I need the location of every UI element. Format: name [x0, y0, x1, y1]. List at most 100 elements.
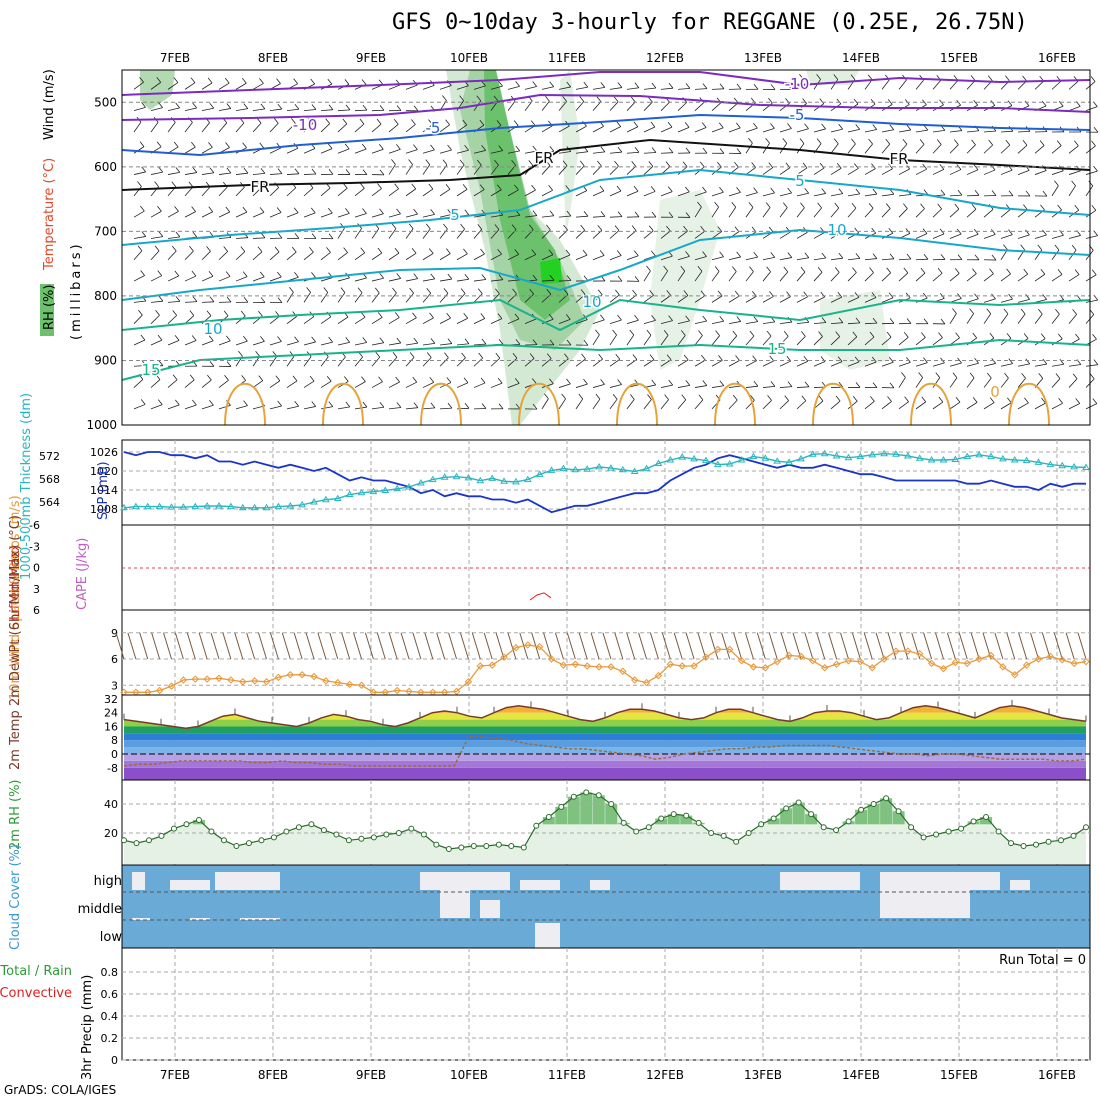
- rh2m-point: [233, 843, 240, 850]
- wind10m-point: [868, 664, 876, 672]
- wind10m-panel-frame: [121, 609, 1091, 696]
- wind-barb: [150, 236, 163, 239]
- rh2m-point: [295, 824, 302, 831]
- wind-barb-flag: [749, 330, 755, 337]
- wind-barb: [966, 233, 979, 239]
- wind-barb-flag: [240, 246, 246, 252]
- wind-barb: [694, 102, 705, 111]
- wind-barb-flag: [498, 145, 504, 151]
- rh2m-point: [283, 828, 290, 835]
- wind-barb-flag: [852, 395, 858, 402]
- wind-barb-flag: [921, 332, 926, 338]
- wind-barb: [184, 275, 197, 282]
- wind-barb: [915, 208, 925, 218]
- wind-barb: [779, 128, 792, 133]
- wind-barb: [218, 340, 231, 346]
- wind10m-barb: [163, 632, 172, 660]
- thickness-point: [927, 456, 936, 463]
- wind-barb: [1017, 298, 1030, 303]
- wind-barb-flag: [817, 202, 822, 209]
- wind-barb-flag: [698, 394, 704, 401]
- wind-barb-flag: [714, 266, 720, 272]
- wind-barb: [983, 209, 994, 218]
- thickness-tick-label: 564: [39, 496, 60, 509]
- wind-barb-flag: [1023, 333, 1029, 339]
- wind-barb: [711, 191, 724, 197]
- rh2m-point: [245, 840, 252, 847]
- wind-barb: [320, 341, 333, 346]
- wind-barb: [150, 82, 161, 90]
- wind10m-point: [666, 660, 675, 668]
- wind-barb: [405, 149, 418, 154]
- wind-barb-flag: [648, 225, 654, 232]
- wind-barb-flag: [446, 377, 452, 383]
- wind-barb: [252, 380, 263, 388]
- wind-barb-flag: [923, 253, 929, 260]
- wind-barb-flag: [634, 314, 639, 321]
- wind-barb: [388, 252, 400, 261]
- wind-barb-flag: [990, 229, 996, 235]
- wind-barb-flag: [922, 292, 928, 299]
- wind-barb: [456, 343, 469, 346]
- rh2m-point: [595, 792, 602, 799]
- wind-barb: [337, 277, 350, 282]
- wind-barb-flag: [429, 377, 435, 383]
- thickness-point: [844, 453, 853, 461]
- wind-barb-flag: [480, 313, 486, 319]
- wind-barb-flag: [1074, 204, 1080, 211]
- wind-barb-flag: [413, 273, 419, 279]
- wind-barb-flag: [733, 97, 739, 104]
- wind-barb-flag: [378, 376, 383, 383]
- thickness-point: [975, 450, 983, 458]
- wind-barb-flag: [663, 330, 669, 336]
- rh2m-tick-label: 20: [104, 827, 118, 840]
- wind-barb: [354, 148, 367, 154]
- wind10m-axis-label: 10m Wind Speed & Barbs (m/s): [8, 495, 23, 700]
- wind-barb-flag: [753, 187, 758, 193]
- wind-barb-flag: [243, 103, 249, 109]
- wind-barb-flag: [681, 394, 687, 400]
- wind-barb-flag: [821, 123, 826, 130]
- thickness-point: [595, 462, 603, 470]
- wind-barb: [1017, 378, 1026, 388]
- wind-barb: [133, 171, 146, 175]
- wind-barb: [1085, 81, 1096, 90]
- wind-barb-flag: [765, 202, 771, 208]
- wind-barb: [643, 270, 651, 282]
- wind-barb: [847, 336, 858, 346]
- wind-barb-flag: [447, 338, 453, 344]
- wind-barb: [847, 143, 856, 154]
- rh-peak-area: [540, 258, 562, 284]
- wind-barb: [473, 229, 483, 239]
- wind-barb: [1034, 402, 1046, 410]
- wind-barb-flag: [889, 382, 895, 389]
- precip-tick-label: 0: [111, 1054, 118, 1067]
- temp2m-tick-label: 24: [104, 707, 118, 720]
- wind-barb-flag: [1071, 244, 1077, 251]
- wind-barb-flag: [529, 288, 534, 295]
- wind-barb-flag: [630, 96, 636, 103]
- contour-label: 15: [767, 340, 786, 358]
- wind-barb: [184, 82, 196, 90]
- wind-barb-flag: [1008, 293, 1013, 300]
- wind-barb-flag: [476, 159, 482, 166]
- isotherm-20-loop: [518, 382, 560, 426]
- rh2m-point: [345, 837, 352, 844]
- wind-barb-flag: [291, 246, 297, 253]
- wind-barb: [796, 232, 808, 239]
- wind-barb: [1017, 313, 1026, 324]
- wind-barb: [898, 208, 908, 218]
- wind-barb-flag: [459, 95, 464, 101]
- cloud-gap: [420, 872, 510, 890]
- li-tick-label: -3: [29, 540, 40, 553]
- wind-barb-flag: [753, 316, 759, 322]
- wind-barb: [422, 357, 432, 367]
- wind-barb-flag: [256, 117, 262, 124]
- wind-barb-flag: [226, 103, 232, 109]
- wind-barb: [167, 404, 180, 410]
- wind-barb-flag: [668, 211, 674, 218]
- wind-barb: [133, 107, 146, 112]
- wind-barb: [728, 295, 740, 303]
